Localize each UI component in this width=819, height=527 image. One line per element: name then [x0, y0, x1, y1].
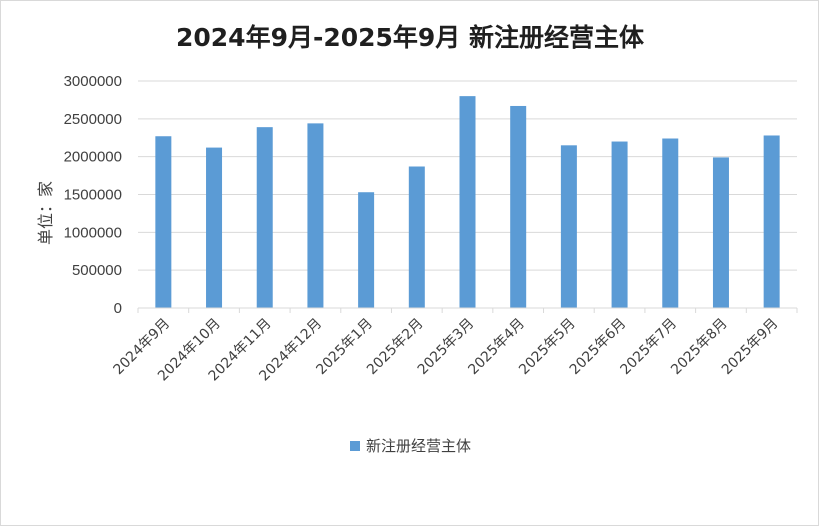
bars — [155, 96, 780, 308]
bar — [662, 138, 679, 308]
y-tick-label: 2000000 — [64, 149, 122, 166]
y-tick-label: 0 — [114, 300, 122, 317]
bar — [307, 123, 324, 308]
bar — [611, 141, 628, 308]
y-tick-label: 3000000 — [64, 73, 122, 90]
bar — [408, 166, 425, 308]
y-tick-label: 500000 — [72, 262, 122, 279]
legend-swatch — [350, 441, 360, 451]
y-tick-label: 2500000 — [64, 111, 122, 128]
bar — [712, 157, 729, 308]
bar — [763, 135, 780, 308]
chart-title: 2024年9月-2025年9月 新注册经营主体 — [176, 23, 645, 52]
legend-label: 新注册经营主体 — [366, 437, 471, 455]
y-axis-ticks: 0 500000 1000000 1500000 2000000 2500000 30000… — [64, 73, 122, 317]
bar — [206, 147, 223, 308]
y-axis-label: 单位：家 — [36, 181, 55, 245]
bar — [155, 136, 172, 308]
bar — [256, 127, 273, 308]
x-axis-ticks: 2024年9月2024年10月2024年11月2024年12月2025年1月20… — [111, 308, 798, 384]
bar — [510, 105, 527, 308]
bar — [358, 192, 375, 308]
bar — [560, 145, 577, 308]
y-tick-label: 1500000 — [64, 187, 122, 204]
y-tick-label: 1000000 — [64, 224, 122, 241]
legend: 新注册经营主体 — [350, 437, 471, 455]
bar — [459, 96, 476, 308]
